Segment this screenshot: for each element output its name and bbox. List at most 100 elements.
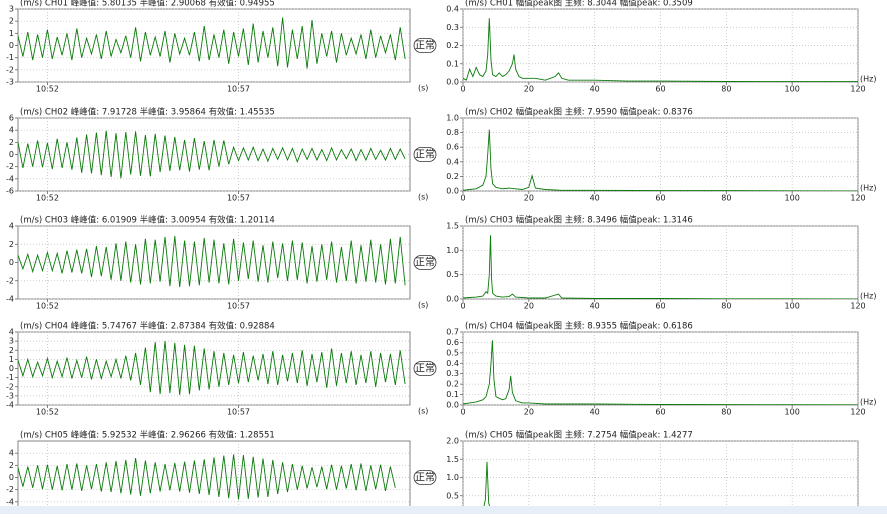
x-tick-label: 120 <box>850 408 865 417</box>
status-label: 正常 <box>415 148 435 161</box>
y-tick-label: 2.0 <box>446 437 459 446</box>
x-tick-label: 40 <box>590 194 600 203</box>
chart-title: (m/s) CH04 峰峰值: 5.74767 半峰值: 2.87384 有效值… <box>20 321 275 332</box>
x-tick-label: 10:57 <box>227 85 250 94</box>
x-axis-unit: (Hz) <box>860 75 876 84</box>
y-tick-label: 0.2 <box>446 172 459 181</box>
x-tick-label: 80 <box>721 85 731 94</box>
status-label: 正常 <box>415 256 435 269</box>
chart-title: (m/s) CH01 幅值peak图 主频: 8.3044 幅值peak: 0.… <box>465 0 693 9</box>
y-tick-label: 3 <box>9 337 14 346</box>
x-tick-label: 80 <box>721 194 731 203</box>
y-tick-label: 4 <box>9 126 14 135</box>
status-button <box>413 361 437 376</box>
y-tick-label: -4 <box>6 295 14 304</box>
y-tick-label: 0 <box>9 258 14 267</box>
y-tick-label: 1 <box>9 29 14 38</box>
chart-title: (m/s) CH02 幅值peak图 主频: 7.9590 幅值peak: 0.… <box>465 107 693 118</box>
y-tick-label: 0.4 <box>446 5 459 14</box>
x-tick-label: 80 <box>721 408 731 417</box>
x-tick-label: 40 <box>590 408 600 417</box>
x-tick-label: 0 <box>460 302 465 311</box>
y-tick-label: 2 <box>9 461 14 470</box>
y-tick-label: -2 <box>6 162 14 171</box>
y-tick-label: 0.3 <box>446 369 459 378</box>
y-tick-label: 2 <box>9 138 14 147</box>
x-tick-label: 100 <box>785 194 800 203</box>
x-tick-label: 120 <box>850 194 865 203</box>
y-tick-label: 0.0 <box>446 78 459 87</box>
y-tick-label: 0.5 <box>446 348 459 357</box>
x-tick-label: 80 <box>721 302 731 311</box>
x-tick-label: 10:52 <box>36 85 59 94</box>
y-tick-label: 3 <box>9 5 14 14</box>
chart-title: (m/s) CH01 峰峰值: 5.80135 半峰值: 2.90068 有效值… <box>20 0 275 9</box>
y-tick-label: 2 <box>9 17 14 26</box>
y-tick-label: 0.3 <box>446 23 459 32</box>
bottom-bar <box>0 506 887 514</box>
y-tick-label: 1.5 <box>446 455 459 464</box>
x-tick-label: 10:52 <box>36 302 59 311</box>
chart-title: (m/s) CH05 幅值peak图 主频: 7.2754 幅值peak: 1.… <box>465 430 693 441</box>
y-tick-label: 0.6 <box>446 143 459 152</box>
x-tick-label: 100 <box>785 85 800 94</box>
y-tick-label: 1.0 <box>446 246 459 255</box>
status-button <box>413 255 437 270</box>
x-tick-label: 60 <box>655 302 665 311</box>
y-tick-label: 0 <box>9 150 14 159</box>
x-axis-unit: (Hz) <box>860 184 876 193</box>
y-tick-label: 0 <box>9 41 14 50</box>
y-tick-label: -2 <box>6 485 14 494</box>
y-tick-label: 1.0 <box>446 473 459 482</box>
x-tick-label: 10:57 <box>227 302 250 311</box>
y-tick-label: -4 <box>6 497 14 506</box>
x-axis-unit: (s) <box>418 407 428 416</box>
status-label: 正常 <box>415 362 435 375</box>
status-button <box>413 470 437 485</box>
x-tick-label: 10:52 <box>36 408 59 417</box>
status-label: 正常 <box>415 39 435 52</box>
x-tick-label: 120 <box>850 85 865 94</box>
y-tick-label: 4 <box>9 449 14 458</box>
y-tick-label: 0.4 <box>446 157 459 166</box>
x-tick-label: 60 <box>655 194 665 203</box>
y-tick-label: -1 <box>6 53 14 62</box>
y-tick-label: 2 <box>9 346 14 355</box>
y-tick-label: 0.2 <box>446 380 459 389</box>
signal-line <box>18 17 406 69</box>
y-tick-label: 0.8 <box>446 128 459 137</box>
x-tick-label: 40 <box>590 85 600 94</box>
x-tick-label: 0 <box>460 408 465 417</box>
y-tick-label: 0.1 <box>446 390 459 399</box>
x-axis-unit: (Hz) <box>860 398 876 407</box>
y-tick-label: 0.7 <box>446 328 459 337</box>
status-button <box>413 38 437 53</box>
y-tick-label: 2 <box>9 240 14 249</box>
y-tick-label: -6 <box>6 187 14 196</box>
y-tick-label: 0.0 <box>446 401 459 410</box>
y-tick-label: 1.0 <box>446 114 459 123</box>
y-tick-label: -3 <box>6 78 14 87</box>
y-tick-label: 0.5 <box>446 491 459 500</box>
x-tick-label: 20 <box>524 194 534 203</box>
y-tick-label: 0 <box>9 473 14 482</box>
x-axis-unit: (s) <box>418 193 428 202</box>
x-tick-label: 10:57 <box>227 194 250 203</box>
signal-line <box>18 130 406 179</box>
signal-line <box>463 18 858 82</box>
y-tick-label: -2 <box>6 65 14 74</box>
y-tick-label: 0.1 <box>446 59 459 68</box>
signal-line <box>18 341 406 396</box>
status-button <box>413 147 437 162</box>
x-tick-label: 0 <box>460 85 465 94</box>
y-tick-label: -4 <box>6 401 14 410</box>
x-axis-unit: (s) <box>418 84 428 93</box>
y-tick-label: 6 <box>9 114 14 123</box>
signal-line <box>463 340 858 405</box>
y-tick-label: -4 <box>6 174 14 183</box>
signal-line <box>18 235 406 288</box>
x-axis-unit: (Hz) <box>860 292 876 301</box>
signal-line <box>463 235 858 299</box>
y-tick-label: -2 <box>6 382 14 391</box>
y-tick-label: 0.0 <box>446 295 459 304</box>
